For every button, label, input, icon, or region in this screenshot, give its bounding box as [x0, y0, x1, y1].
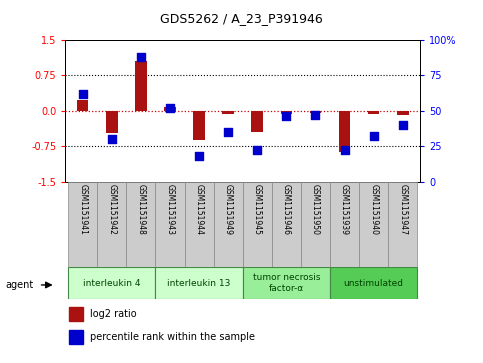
Text: GSM1151942: GSM1151942 — [107, 184, 116, 235]
Bar — [222, 111, 234, 114]
Text: interleukin 4: interleukin 4 — [83, 279, 141, 287]
Text: GSM1151939: GSM1151939 — [340, 184, 349, 235]
Bar — [368, 111, 380, 114]
Bar — [310, 111, 321, 113]
Text: GSM1151950: GSM1151950 — [311, 184, 320, 235]
Text: unstimulated: unstimulated — [343, 279, 404, 287]
Bar — [330, 267, 417, 299]
Point — [224, 129, 232, 135]
Text: GSM1151947: GSM1151947 — [398, 184, 407, 235]
Bar — [243, 267, 330, 299]
Point — [79, 91, 86, 97]
Bar — [281, 111, 292, 114]
Point — [312, 112, 319, 118]
Bar — [77, 100, 88, 111]
Text: tumor necrosis
factor-α: tumor necrosis factor-α — [253, 273, 320, 293]
Point — [283, 114, 290, 119]
Point — [399, 122, 407, 128]
Text: agent: agent — [6, 280, 34, 290]
Point — [166, 105, 174, 111]
Bar — [397, 111, 409, 115]
Point — [137, 54, 145, 60]
Bar — [156, 182, 185, 267]
Bar — [359, 182, 388, 267]
Bar — [330, 182, 359, 267]
Point — [195, 153, 203, 159]
Bar — [301, 182, 330, 267]
Text: GSM1151949: GSM1151949 — [224, 184, 233, 235]
Point — [108, 136, 115, 142]
Bar — [252, 111, 263, 132]
Bar — [213, 182, 243, 267]
Bar — [135, 61, 147, 111]
Bar — [156, 267, 243, 299]
Bar — [68, 267, 156, 299]
Bar — [193, 111, 205, 140]
Text: interleukin 13: interleukin 13 — [168, 279, 231, 287]
Text: percentile rank within the sample: percentile rank within the sample — [90, 332, 255, 342]
Bar — [106, 111, 117, 133]
Point — [341, 147, 348, 153]
Bar — [388, 182, 417, 267]
Text: GSM1151945: GSM1151945 — [253, 184, 262, 235]
Bar — [69, 330, 83, 344]
Text: GSM1151948: GSM1151948 — [136, 184, 145, 235]
Text: GSM1151940: GSM1151940 — [369, 184, 378, 235]
Bar — [339, 111, 350, 152]
Bar — [97, 182, 127, 267]
Text: GDS5262 / A_23_P391946: GDS5262 / A_23_P391946 — [160, 12, 323, 25]
Point — [370, 133, 378, 139]
Text: GSM1151941: GSM1151941 — [78, 184, 87, 235]
Text: GSM1151946: GSM1151946 — [282, 184, 291, 235]
Bar — [164, 107, 176, 111]
Bar — [69, 307, 83, 321]
Point — [254, 147, 261, 153]
Text: GSM1151943: GSM1151943 — [166, 184, 174, 235]
Bar — [243, 182, 272, 267]
Bar — [185, 182, 213, 267]
Bar — [127, 182, 156, 267]
Text: log2 ratio: log2 ratio — [90, 309, 137, 319]
Text: GSM1151944: GSM1151944 — [195, 184, 203, 235]
Bar — [272, 182, 301, 267]
Bar — [68, 182, 97, 267]
